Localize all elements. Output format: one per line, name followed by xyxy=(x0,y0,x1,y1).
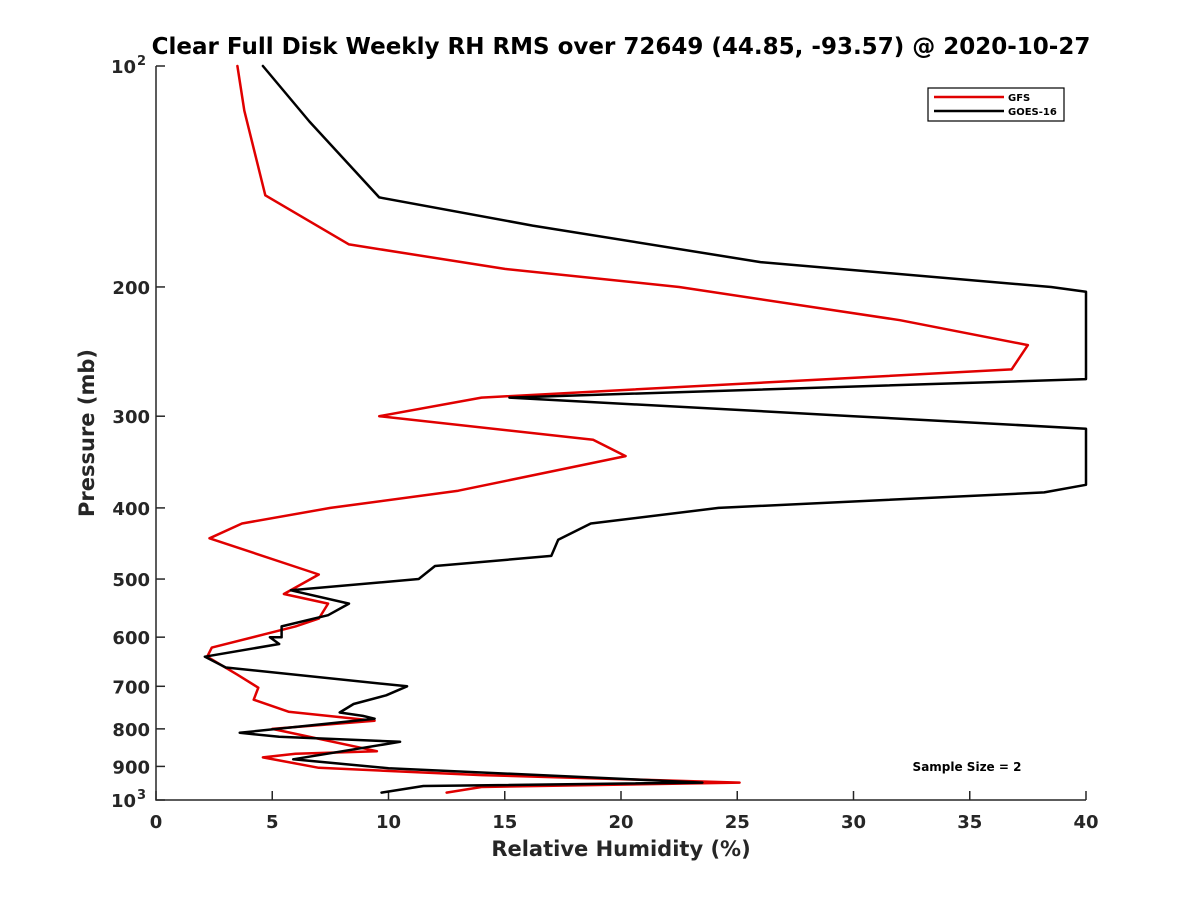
legend-goes16-label: GOES-16 xyxy=(1008,107,1057,118)
x-tick-label: 20 xyxy=(608,812,633,833)
x-tick-label: 35 xyxy=(957,812,982,833)
plot-area: 0 5 10 15 20 25 30 35 40 10 220030040050060070080… xyxy=(111,54,1099,833)
legend: GFS GOES-16 xyxy=(927,87,1065,122)
legend-gfs-label: GFS xyxy=(1008,93,1030,104)
y-tick-exponent: 3 xyxy=(137,788,146,803)
series-line-gfs xyxy=(205,64,1030,794)
x-tick-label: 0 xyxy=(150,812,163,833)
y-tick-label: 800 xyxy=(112,720,150,741)
y-tick-label: 700 xyxy=(112,677,150,698)
y-tick-label: 500 xyxy=(112,570,150,591)
x-tick-label: 5 xyxy=(266,812,279,833)
legend-box xyxy=(927,87,1065,122)
series-line-goes-16 xyxy=(203,64,1088,794)
y-axis-label: Pressure (mb) xyxy=(75,349,99,517)
x-tick-label: 25 xyxy=(725,812,750,833)
chart-title: Clear Full Disk Weekly RH RMS over 72649… xyxy=(152,34,1091,60)
x-tick-label: 10 xyxy=(376,812,401,833)
sample-size-annotation: Sample Size = 2 xyxy=(913,760,1022,774)
x-tick-label: 30 xyxy=(841,812,866,833)
x-tick-label: 15 xyxy=(492,812,517,833)
x-axis-ticks: 0 5 10 15 20 25 30 35 40 xyxy=(150,791,1099,833)
x-axis-label: Relative Humidity (%) xyxy=(491,837,750,861)
y-tick-label: 200 xyxy=(112,278,150,299)
series-lines xyxy=(203,64,1088,794)
y-tick-exponent: 2 xyxy=(137,54,146,69)
y-tick-label: 10 xyxy=(111,791,136,812)
x-tick-label: 40 xyxy=(1073,812,1098,833)
y-tick-label: 900 xyxy=(112,757,150,778)
y-tick-label: 600 xyxy=(112,628,150,649)
y-tick-label: 300 xyxy=(112,407,150,428)
y-tick-label: 10 xyxy=(111,57,136,78)
y-tick-label: 400 xyxy=(112,499,150,520)
